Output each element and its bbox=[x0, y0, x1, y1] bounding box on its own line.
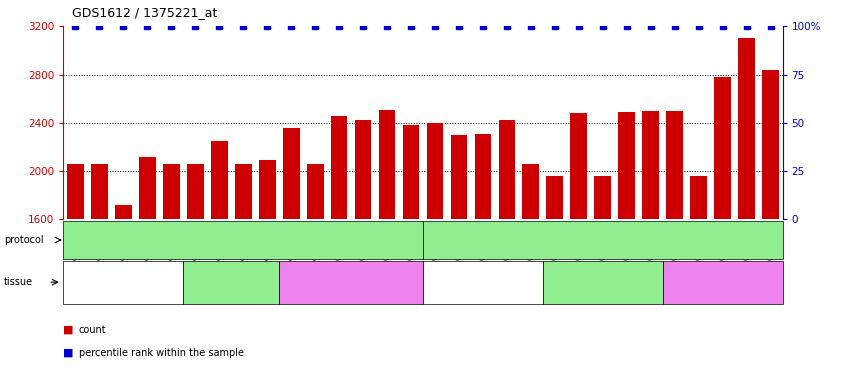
Bar bbox=[570, 113, 587, 219]
Bar bbox=[115, 205, 132, 219]
Bar bbox=[331, 116, 348, 219]
Bar bbox=[618, 112, 635, 219]
Text: ■: ■ bbox=[63, 348, 74, 357]
Text: paraventricular nucleus: paraventricular nucleus bbox=[301, 278, 401, 287]
Bar bbox=[690, 176, 707, 219]
Bar bbox=[426, 123, 443, 219]
Bar bbox=[67, 164, 84, 219]
Bar bbox=[235, 164, 251, 219]
Bar bbox=[91, 164, 107, 219]
Bar bbox=[595, 176, 611, 219]
Text: neurointermediate
lobe: neurointermediate lobe bbox=[84, 273, 162, 292]
Text: supraoptic nucleus: supraoptic nucleus bbox=[563, 278, 643, 287]
Text: supraoptic nucleus: supraoptic nucleus bbox=[191, 278, 272, 287]
Text: protocol: protocol bbox=[4, 235, 44, 245]
Text: neurointermediate
lobe: neurointermediate lobe bbox=[443, 273, 522, 292]
Bar bbox=[762, 70, 779, 219]
Bar bbox=[307, 164, 323, 219]
Text: ■: ■ bbox=[63, 325, 74, 335]
Bar bbox=[451, 135, 467, 219]
Bar bbox=[498, 120, 515, 219]
Bar bbox=[139, 157, 156, 219]
Text: control: control bbox=[224, 235, 262, 245]
Bar bbox=[667, 111, 683, 219]
Bar bbox=[163, 164, 179, 219]
Bar bbox=[739, 38, 755, 219]
Bar bbox=[187, 164, 204, 219]
Bar bbox=[714, 77, 731, 219]
Bar bbox=[547, 176, 563, 219]
Bar bbox=[283, 128, 299, 219]
Text: dehydration: dehydration bbox=[569, 235, 637, 245]
Text: paraventricular nucleus: paraventricular nucleus bbox=[673, 278, 772, 287]
Text: percentile rank within the sample: percentile rank within the sample bbox=[79, 348, 244, 357]
Bar bbox=[523, 164, 539, 219]
Bar bbox=[475, 134, 492, 219]
Bar bbox=[211, 141, 228, 219]
Bar bbox=[354, 120, 371, 219]
Bar bbox=[259, 160, 276, 219]
Text: tissue: tissue bbox=[4, 277, 33, 287]
Bar bbox=[379, 110, 395, 219]
Bar bbox=[642, 111, 659, 219]
Text: count: count bbox=[79, 325, 107, 335]
Bar bbox=[403, 125, 420, 219]
Text: GDS1612 / 1375221_at: GDS1612 / 1375221_at bbox=[72, 6, 217, 19]
